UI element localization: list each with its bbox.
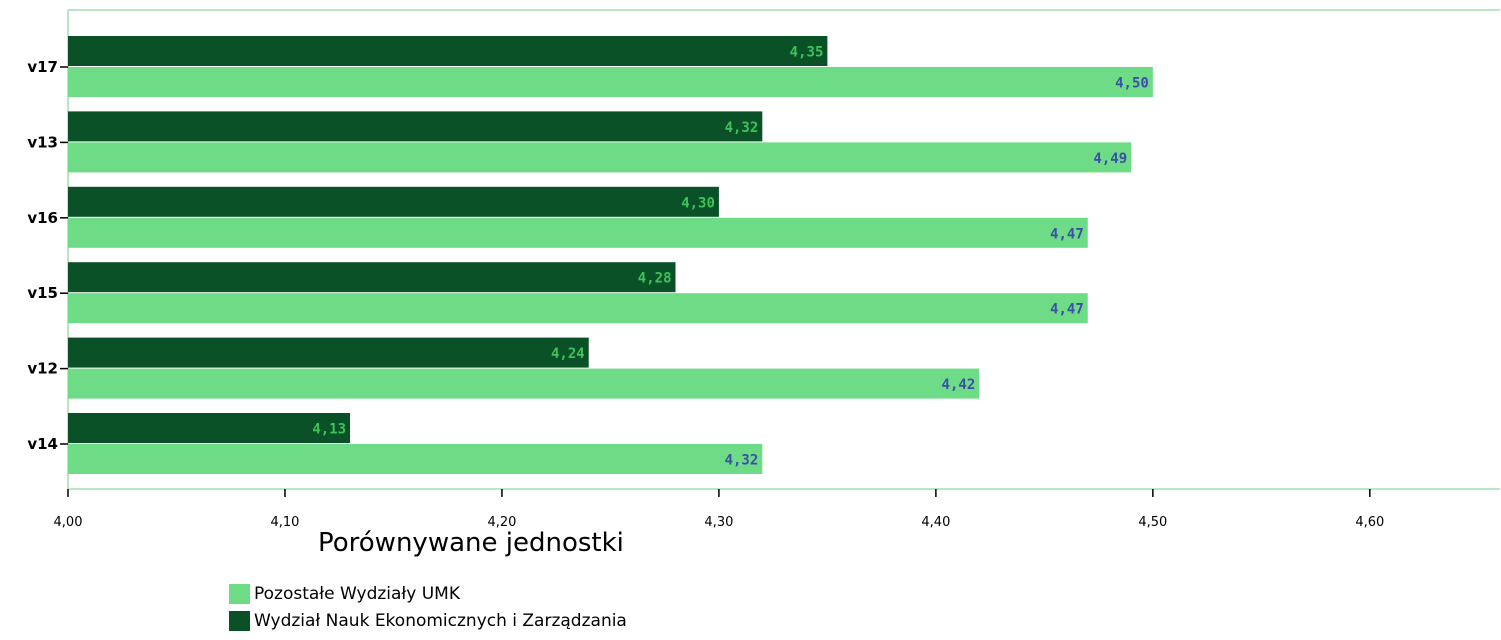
data-label: 4,30 (681, 195, 715, 211)
bar (68, 36, 828, 66)
x-tick-label: 4,50 (1138, 515, 1167, 530)
legend-title: Porównywane jednostki (318, 528, 624, 558)
category-label: v15 (27, 284, 58, 302)
data-label: 4,28 (638, 271, 672, 287)
category-label: v14 (27, 435, 58, 453)
bar (68, 67, 1153, 97)
legend-item-other-faculties: Pozostałe Wydziały UMK (229, 580, 627, 607)
category-label: v12 (27, 360, 58, 378)
x-tick-label: 4,10 (270, 515, 299, 530)
bar (68, 413, 351, 443)
data-label: 4,32 (725, 120, 759, 136)
legend: Pozostałe Wydziały UMK Wydział Nauk Ekon… (229, 580, 627, 634)
legend-item-economics-faculty: Wydział Nauk Ekonomicznych i Zarządzania (229, 607, 627, 634)
bar (68, 337, 589, 368)
x-tick-label: 4,20 (487, 515, 516, 530)
data-label: 4,35 (790, 45, 824, 61)
bar (68, 217, 1088, 248)
bar (68, 293, 1088, 324)
data-label: 4,49 (1093, 151, 1127, 167)
x-tick-label: 4,40 (921, 515, 950, 530)
data-label: 4,24 (551, 346, 585, 362)
bar (68, 444, 763, 474)
data-label: 4,50 (1115, 76, 1149, 92)
category-label: v16 (27, 209, 58, 227)
bar (68, 111, 763, 142)
data-label: 4,13 (312, 422, 346, 438)
data-label: 4,47 (1050, 226, 1084, 242)
bar (68, 262, 676, 293)
x-tick-label: 4,00 (54, 515, 83, 530)
bar (68, 142, 1132, 173)
category-label: v17 (27, 58, 58, 76)
category-label: v13 (27, 133, 58, 151)
legend-swatch-other-faculties (229, 583, 250, 604)
legend-label-other-faculties: Pozostałe Wydziały UMK (254, 583, 460, 604)
bar (68, 186, 719, 217)
data-label: 4,42 (942, 377, 976, 393)
bar (68, 368, 980, 399)
data-label: 4,32 (725, 453, 759, 469)
x-tick-label: 4,60 (1355, 515, 1384, 530)
x-tick-label: 4,30 (704, 515, 733, 530)
legend-swatch-economics-faculty (229, 610, 250, 631)
legend-label-economics-faculty: Wydział Nauk Ekonomicznych i Zarządzania (254, 610, 627, 631)
data-label: 4,47 (1050, 302, 1084, 318)
